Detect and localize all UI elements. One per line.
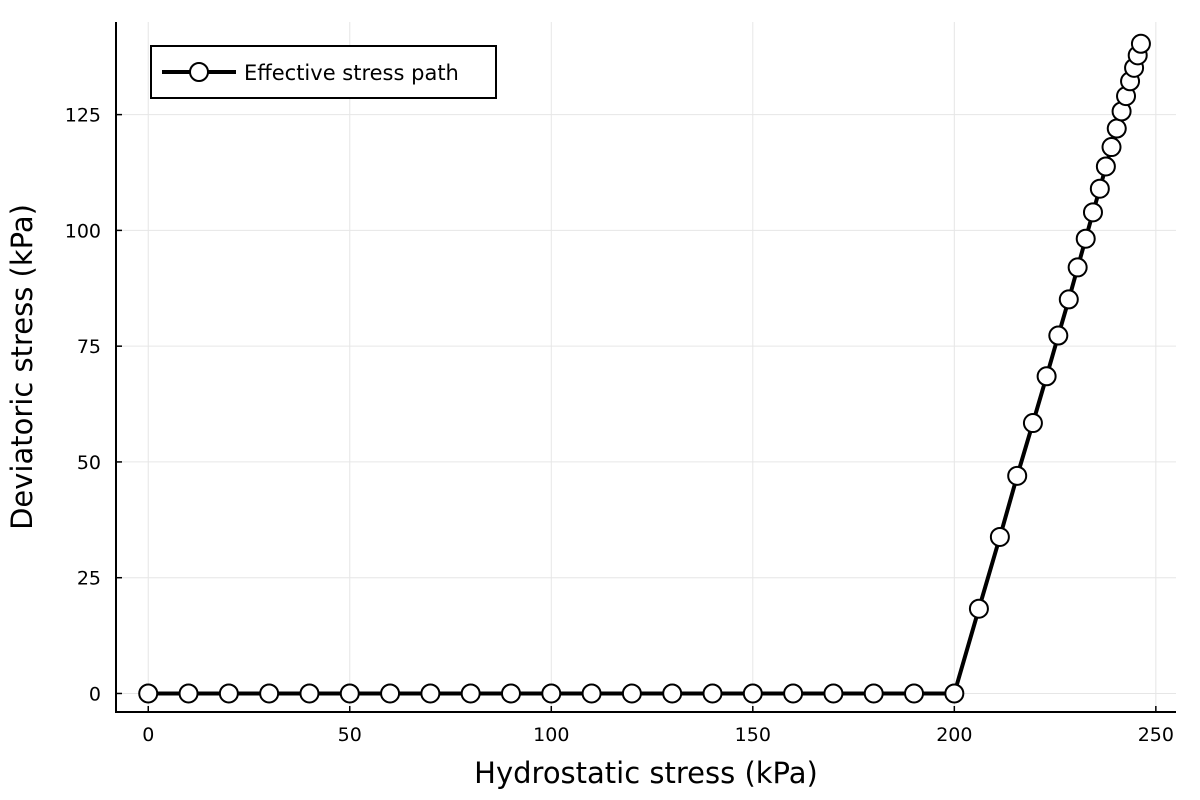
data-point <box>1130 33 1151 54</box>
data-point <box>742 683 763 704</box>
x-tick-label: 100 <box>533 724 569 746</box>
x-tick-label: 150 <box>735 724 771 746</box>
tick-labels: 0 50 100 150 200 250 0 25 50 75 100 125 <box>65 105 1174 746</box>
x-tick-label: 200 <box>936 724 972 746</box>
data-point <box>1067 257 1088 278</box>
series-line <box>148 43 1143 696</box>
data-point <box>621 683 642 704</box>
data-point <box>259 683 280 704</box>
data-point <box>1106 118 1127 139</box>
data-point <box>1101 137 1122 158</box>
data-point <box>1082 202 1103 223</box>
y-axis-title: Deviatoric stress (kPa) <box>5 204 39 530</box>
data-point <box>1048 325 1069 346</box>
data-point <box>702 683 723 704</box>
data-point <box>339 683 360 704</box>
data-point <box>178 683 199 704</box>
y-tick-label: 75 <box>77 336 101 358</box>
data-point <box>1075 228 1096 249</box>
data-point <box>989 526 1010 547</box>
data-point <box>783 683 804 704</box>
x-axis-title: Hydrostatic stress (kPa) <box>474 756 818 790</box>
data-point <box>380 683 401 704</box>
data-point <box>1095 156 1116 177</box>
y-tick-label: 50 <box>77 452 101 474</box>
x-tick-label: 50 <box>338 724 362 746</box>
data-point <box>1058 289 1079 310</box>
legend: Effective stress path <box>150 45 497 99</box>
data-point <box>944 683 965 704</box>
data-point <box>460 683 481 704</box>
data-point <box>500 683 521 704</box>
data-point <box>138 683 159 704</box>
data-point <box>581 683 602 704</box>
data-point <box>1036 366 1057 387</box>
y-tick-label: 100 <box>65 220 101 242</box>
y-tick-label: 25 <box>77 568 101 590</box>
data-point <box>823 683 844 704</box>
legend-label: Effective stress path <box>244 61 459 85</box>
data-point <box>1007 465 1028 486</box>
data-point <box>863 683 884 704</box>
x-tick-label: 250 <box>1138 724 1174 746</box>
data-point <box>218 683 239 704</box>
data-point <box>968 598 989 619</box>
data-point <box>662 683 683 704</box>
data-point <box>1022 413 1043 434</box>
data-point <box>299 683 320 704</box>
data-point <box>541 683 562 704</box>
grid <box>116 22 1176 712</box>
legend-marker-swatch <box>189 62 209 82</box>
x-tick-label: 0 <box>142 724 154 746</box>
y-tick-label: 0 <box>89 683 101 705</box>
data-point <box>904 683 925 704</box>
y-tick-label: 125 <box>65 105 101 127</box>
data-point <box>1089 178 1110 199</box>
data-point <box>420 683 441 704</box>
axes <box>115 22 1176 713</box>
series-effective-stress-path <box>138 33 1151 704</box>
legend-box <box>150 45 497 99</box>
